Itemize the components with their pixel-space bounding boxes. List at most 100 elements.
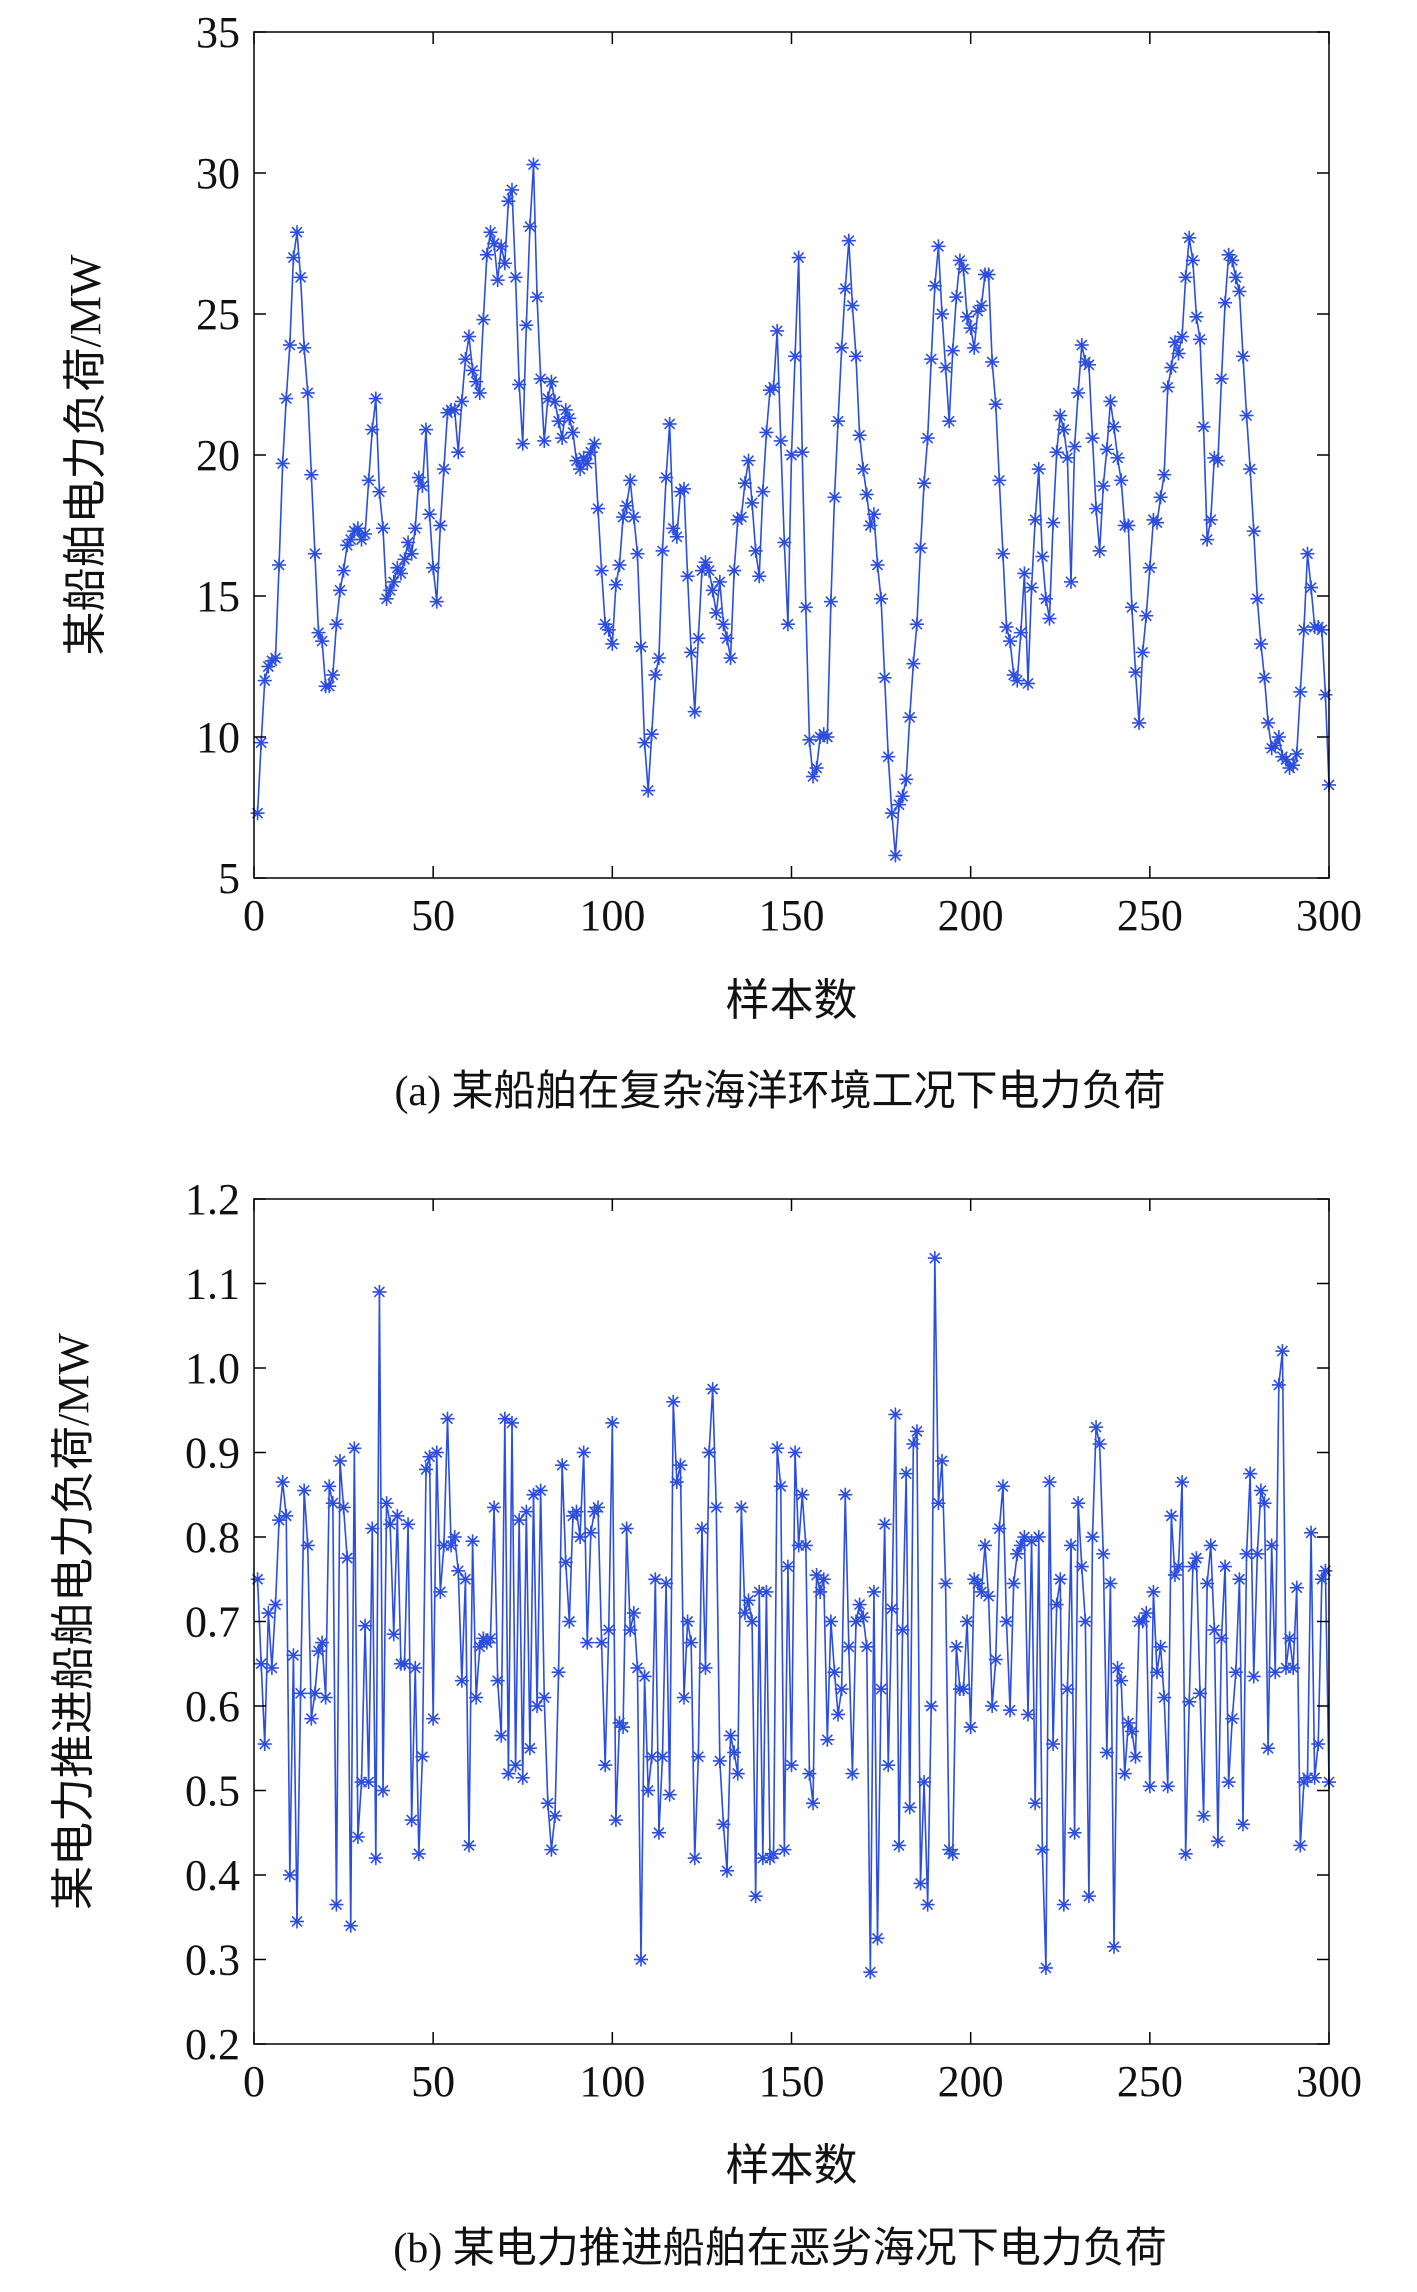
- marker-stroke: [1018, 567, 1030, 580]
- data-point: [1081, 357, 1096, 372]
- marker-stroke: [750, 545, 762, 557]
- marker-stroke: [513, 378, 525, 391]
- marker-stroke: [284, 1869, 296, 1881]
- data-point: [469, 1690, 484, 1705]
- data-point: [1257, 1496, 1272, 1511]
- data-point: [505, 1415, 519, 1430]
- marker-stroke: [1230, 1666, 1242, 1678]
- marker-stroke: [431, 596, 443, 608]
- data-point: [358, 526, 373, 541]
- marker-stroke: [553, 415, 565, 427]
- marker-stroke: [975, 1586, 987, 1598]
- data-point: [1013, 625, 1028, 640]
- marker-stroke: [441, 1413, 454, 1425]
- marker-stroke: [477, 314, 489, 326]
- data-point: [942, 414, 957, 429]
- data-point: [1236, 349, 1250, 364]
- marker-stroke: [814, 1586, 826, 1598]
- data-point: [594, 563, 609, 578]
- data-point: [1096, 1546, 1111, 1561]
- data-point: [472, 385, 487, 400]
- data-point: [1056, 422, 1071, 437]
- data-point: [297, 1483, 312, 1498]
- marker-stroke: [775, 1480, 787, 1492]
- data-point: [325, 667, 340, 682]
- x-axis-label: 样本数: [726, 2141, 858, 2190]
- data-point: [863, 518, 878, 533]
- data-point: [275, 456, 290, 471]
- data-point: [329, 1897, 344, 1912]
- marker-stroke: [517, 438, 529, 450]
- marker-stroke: [879, 1518, 891, 1530]
- data-point: [383, 1517, 398, 1532]
- data-point: [1157, 1690, 1172, 1705]
- data-point: [415, 479, 430, 494]
- data-point: [780, 1559, 795, 1574]
- data-point: [827, 490, 842, 505]
- marker-stroke: [1201, 534, 1213, 546]
- marker-stroke: [388, 1628, 400, 1640]
- marker-stroke: [825, 596, 837, 608]
- marker-stroke: [753, 570, 765, 582]
- marker-stroke: [990, 398, 1002, 410]
- marker-stroke: [1190, 311, 1202, 323]
- data-point: [419, 422, 433, 437]
- data-point: [1024, 1534, 1039, 1549]
- marker-stroke: [327, 669, 339, 681]
- marker-stroke: [1176, 1476, 1188, 1488]
- data-point: [899, 772, 914, 787]
- marker-stroke: [746, 497, 758, 509]
- marker-stroke: [721, 1865, 733, 1877]
- marker-stroke: [635, 641, 647, 653]
- marker-stroke: [463, 1839, 475, 1851]
- marker-stroke: [370, 1852, 382, 1864]
- marker-stroke: [255, 737, 267, 749]
- data-point: [1021, 676, 1035, 691]
- data-point: [379, 1496, 394, 1511]
- data-point: [795, 445, 810, 460]
- marker-stroke: [1069, 1827, 1081, 1839]
- data-point: [519, 318, 534, 333]
- marker-stroke: [918, 1776, 930, 1788]
- marker-stroke: [875, 593, 887, 605]
- marker-stroke: [1090, 503, 1102, 515]
- data-point: [852, 1597, 867, 1612]
- marker-stroke: [943, 415, 955, 427]
- marker-stroke: [305, 1713, 317, 1725]
- marker-stroke: [907, 658, 919, 670]
- data-point: [1164, 360, 1179, 375]
- data-point: [1142, 560, 1157, 575]
- data-point: [1286, 758, 1301, 773]
- marker-stroke: [714, 1755, 726, 1767]
- marker-stroke: [739, 1607, 751, 1619]
- data-point: [1214, 1631, 1229, 1646]
- marker-stroke: [782, 618, 794, 630]
- marker-stroke: [277, 457, 289, 470]
- data-point: [508, 1758, 523, 1773]
- data-point: [279, 1508, 294, 1523]
- marker-stroke: [295, 1687, 307, 1699]
- marker-stroke: [897, 790, 909, 802]
- marker-stroke: [305, 469, 317, 481]
- marker-stroke: [449, 1531, 461, 1543]
- data-point: [573, 1530, 588, 1544]
- marker-stroke: [1155, 491, 1167, 503]
- data-point: [820, 1732, 835, 1747]
- marker-stroke: [1287, 1662, 1299, 1674]
- marker-stroke: [1026, 581, 1038, 594]
- marker-stroke: [1301, 548, 1314, 560]
- data-point: [841, 1639, 856, 1654]
- marker-stroke: [1223, 249, 1235, 261]
- data-point: [1268, 1665, 1283, 1680]
- marker-stroke: [1180, 271, 1192, 283]
- marker-stroke: [1083, 359, 1095, 371]
- marker-stroke: [1169, 336, 1181, 348]
- marker-stroke: [366, 424, 378, 436]
- data-point: [483, 1631, 498, 1646]
- data-point: [1200, 1576, 1215, 1591]
- data-point: [619, 1521, 634, 1536]
- data-point: [526, 1487, 541, 1502]
- data-point: [1318, 1563, 1333, 1578]
- marker-stroke: [750, 1890, 762, 1902]
- data-point: [390, 1508, 405, 1523]
